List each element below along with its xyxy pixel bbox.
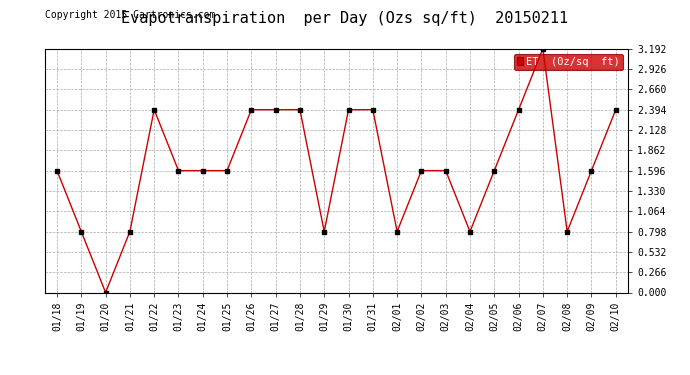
Text: Copyright 2015 Cartronics.com: Copyright 2015 Cartronics.com [45,10,215,20]
Legend: ET  (0z/sq  ft): ET (0z/sq ft) [514,54,622,70]
Text: Evapotranspiration  per Day (Ozs sq/ft)  20150211: Evapotranspiration per Day (Ozs sq/ft) 2… [121,11,569,26]
